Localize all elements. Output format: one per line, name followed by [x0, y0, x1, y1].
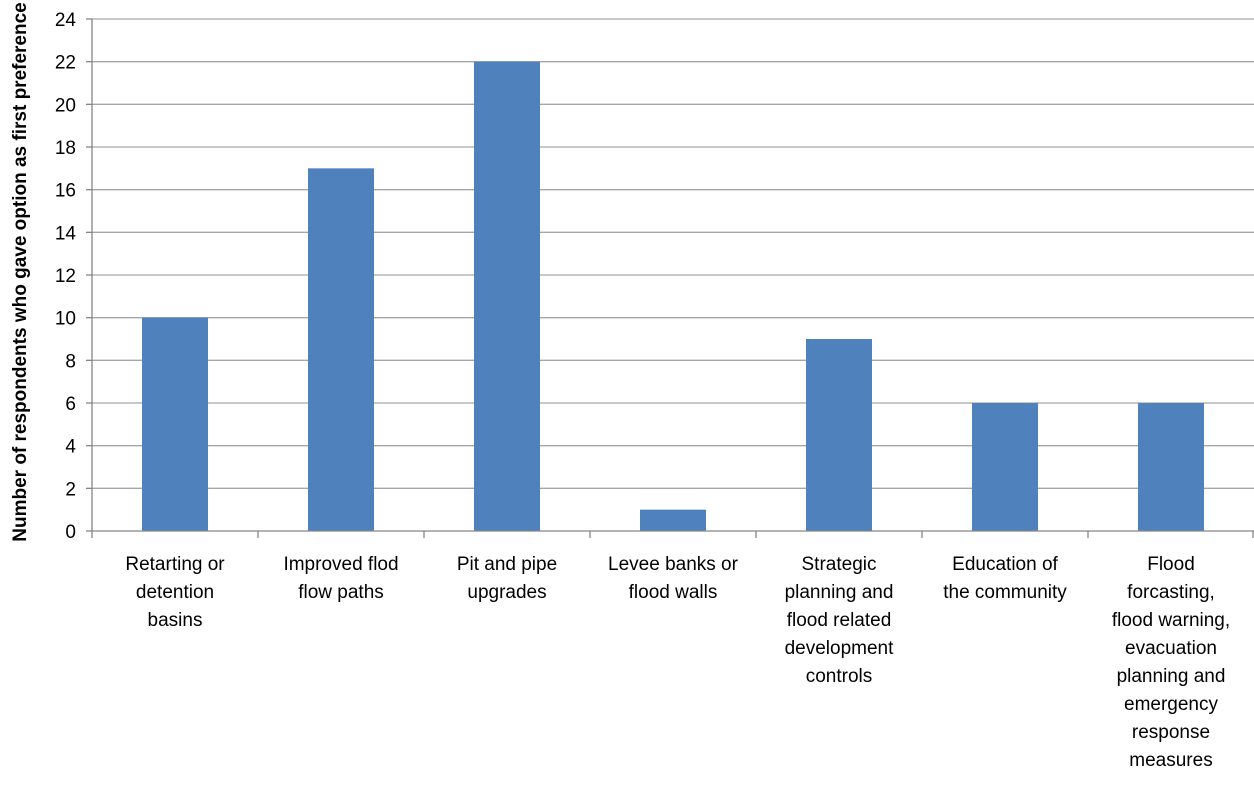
- y-tick-label: 22: [55, 53, 76, 74]
- x-category-label: Improved flod flow paths: [283, 554, 398, 603]
- y-tick-label: 4: [65, 437, 76, 458]
- x-category-label: Levee banks or flood walls: [608, 554, 739, 603]
- x-category-label: Retarting or detention basins: [125, 554, 225, 631]
- x-category-labels: Retarting or detention basins Improved flod…: [125, 554, 1230, 771]
- x-category-label: Strategic planning and flood related develo…: [785, 554, 895, 687]
- y-tick-label: 24: [55, 10, 77, 31]
- x-category-label: Education of the community: [943, 554, 1067, 603]
- y-tick-label: 10: [55, 309, 76, 330]
- y-tick-label: 20: [55, 95, 76, 116]
- bar: [308, 168, 374, 532]
- y-axis-title: Number of respondents who gave option as…: [10, 2, 31, 542]
- bar: [806, 339, 872, 531]
- bars: [142, 61, 1204, 532]
- y-tick-label: 2: [65, 479, 76, 500]
- axes: [86, 18, 1254, 538]
- y-tick-label: 18: [55, 138, 76, 159]
- bar: [972, 403, 1038, 531]
- gridlines: [92, 18, 1254, 489]
- y-tick-label: 0: [65, 522, 76, 543]
- bar: [640, 509, 706, 531]
- y-tick-label: 16: [55, 181, 76, 202]
- bar: [1138, 403, 1204, 531]
- y-tick-label: 12: [55, 266, 76, 287]
- y-tick-label: 8: [65, 351, 76, 372]
- x-category-label: Pit and pipe upgrades: [457, 554, 557, 603]
- bar: [474, 61, 540, 532]
- y-tick-label: 6: [65, 394, 76, 415]
- x-category-label: Flood forcasting, flood warning, evacuation…: [1112, 554, 1230, 771]
- y-tick-label: 14: [55, 223, 77, 244]
- bar: [142, 317, 208, 531]
